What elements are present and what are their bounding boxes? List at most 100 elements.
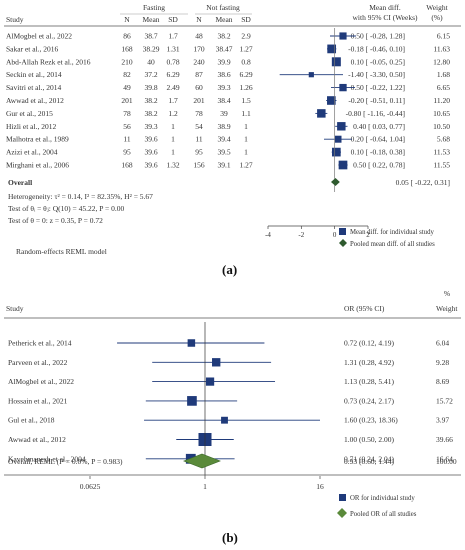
x-tick-label: 0.0625 [80, 482, 101, 491]
study-name: Savitri et al., 2014 [6, 83, 61, 92]
study-weight: 11.53 [433, 148, 450, 157]
n-fasting: 56 [123, 122, 131, 131]
study-weight: 12.80 [433, 57, 450, 66]
or-ci: 1.60 (0.23, 18.36) [344, 416, 398, 425]
mean-fasting: 39.6 [144, 148, 157, 157]
study-weight: 5.68 [437, 135, 450, 144]
study-name: Hizli et al., 2012 [6, 122, 56, 131]
header-effect-ci: with 95% CI (Weeks) [352, 13, 418, 22]
header-study: Study [6, 15, 24, 24]
header-weight-pct: (%) [431, 13, 443, 22]
panel-a-label: (a) [222, 262, 238, 277]
or-ci: 0.73 (0.24, 2.17) [344, 396, 394, 405]
sd-not-fasting: 1 [244, 122, 248, 131]
n-fasting: 82 [123, 70, 131, 79]
sd-not-fasting: 1.5 [241, 96, 251, 105]
n-not-fasting: 201 [193, 96, 205, 105]
study-marker [338, 160, 348, 170]
effect-ci: 0.10 [ -0.18, 0.38] [351, 148, 405, 157]
mean-not-fasting: 39.4 [217, 135, 230, 144]
overall-label: Overall [8, 178, 32, 187]
sd-fasting: 0.78 [166, 57, 179, 66]
study-marker [308, 72, 314, 78]
header-weight: Weight [426, 3, 448, 12]
study-name: Awwad et al., 2012 [8, 435, 66, 444]
header-n: N [196, 15, 202, 24]
n-fasting: 49 [123, 83, 131, 92]
or-ci: 1.13 (0.28, 5.41) [344, 377, 394, 386]
legend-square-marker [339, 494, 346, 501]
panel-a-plot: -4 -2 0 2 [265, 28, 370, 239]
study-marker [187, 396, 197, 406]
mean-fasting: 39.6 [144, 135, 157, 144]
study-weight: 39.66 [436, 435, 453, 444]
panel-b-rows: Petherick et al., 2014 0.72 (0.12, 4.19) 6… [8, 339, 453, 464]
n-fasting: 168 [121, 161, 133, 170]
x-tick-label: 16 [316, 482, 324, 491]
sd-fasting: 1.31 [166, 44, 179, 53]
study-marker [337, 122, 346, 131]
panel-a-header: Study Fasting Not fasting N Mean SD N Me… [6, 3, 449, 24]
n-fasting: 11 [123, 135, 130, 144]
panel-a-legend: Mean diff. for individual study Pooled m… [339, 228, 435, 248]
study-name: Mirghani et al., 2006 [6, 161, 69, 170]
study-weight: 10.50 [433, 122, 450, 131]
header-effect: Mean diff. [369, 3, 401, 12]
study-marker [317, 109, 326, 118]
study-weight: 8.69 [436, 377, 449, 386]
n-fasting: 168 [121, 44, 133, 53]
n-not-fasting: 11 [195, 135, 202, 144]
pooled-diamond [331, 178, 340, 186]
sd-not-fasting: 1.1 [241, 109, 251, 118]
effect-ci: -0.18 [ -0.46, 0.10] [348, 44, 405, 53]
sd-not-fasting: 6.29 [239, 70, 252, 79]
study-weight: 11.55 [433, 161, 450, 170]
overall-weight: 100.00 [436, 457, 457, 466]
study-marker [327, 44, 337, 54]
mean-not-fasting: 39.9 [217, 57, 230, 66]
header-not-fasting: Not fasting [206, 3, 240, 12]
test-homogeneity: Test of θᵢ = θⱼ: Q(10) = 45.22, P = 0.00 [8, 204, 124, 213]
study-weight: 16.64 [436, 454, 453, 463]
study-weight: 11.63 [433, 44, 450, 53]
n-not-fasting: 60 [195, 83, 203, 92]
overall-ci: 0.93 (0.60, 1.44) [344, 457, 394, 466]
x-tick-label: 0 [333, 231, 337, 239]
sd-not-fasting: 1 [244, 135, 248, 144]
n-fasting: 95 [123, 148, 131, 157]
legend-diamond-marker [337, 508, 347, 518]
study-weight: 9.28 [436, 358, 449, 367]
study-marker [212, 358, 221, 367]
mean-fasting: 39.6 [144, 161, 157, 170]
mean-fasting: 39.3 [144, 122, 157, 131]
mean-not-fasting: 39.1 [217, 161, 230, 170]
n-fasting: 86 [123, 32, 131, 41]
panel-a-footer: Overall 0.05 [ -0.22, 0.31] Heterogeneit… [8, 178, 450, 256]
study-marker [334, 135, 342, 143]
sd-fasting: 1 [171, 148, 175, 157]
mean-fasting: 39.8 [144, 83, 157, 92]
panel-a-rows: AlMogbel et al., 2022 86 38.7 1.7 48 38.2 2.9 0… [6, 32, 450, 170]
mean-fasting: 38.2 [144, 109, 157, 118]
study-name: Petherick et al., 2014 [8, 339, 72, 348]
effect-ci: 0.40 [ 0.03, 0.77] [353, 122, 405, 131]
n-not-fasting: 54 [195, 122, 203, 131]
panel-b-footer: Overall, REML (I² = 0.0%, P = 0.983) 0.9… [8, 457, 457, 466]
panel-b-header: % Study OR (95% CI) Weight [6, 289, 458, 313]
legend-individual: Mean diff. for individual study [350, 229, 434, 236]
n-fasting: 210 [121, 57, 133, 66]
study-marker [327, 96, 336, 105]
or-ci: 0.71 (0.24, 2.04) [344, 454, 394, 463]
study-marker [221, 416, 228, 424]
sd-not-fasting: 1.27 [239, 44, 252, 53]
header-weight: Weight [436, 304, 458, 313]
study-name: Abd-Allah Rezk et al., 2016 [6, 57, 91, 66]
effect-ci: -1.40 [ -3.30, 0.50] [348, 70, 405, 79]
effect-ci: -0.20 [ -0.51, 0.11] [348, 96, 405, 105]
study-weight: 6.65 [437, 83, 450, 92]
heterogeneity-text: Heterogeneity: τ² = 0.14, I² = 82.35%, H… [8, 192, 153, 201]
sd-not-fasting: 2.9 [241, 32, 251, 41]
mean-not-fasting: 38.9 [217, 122, 230, 131]
sd-not-fasting: 1 [244, 148, 248, 157]
